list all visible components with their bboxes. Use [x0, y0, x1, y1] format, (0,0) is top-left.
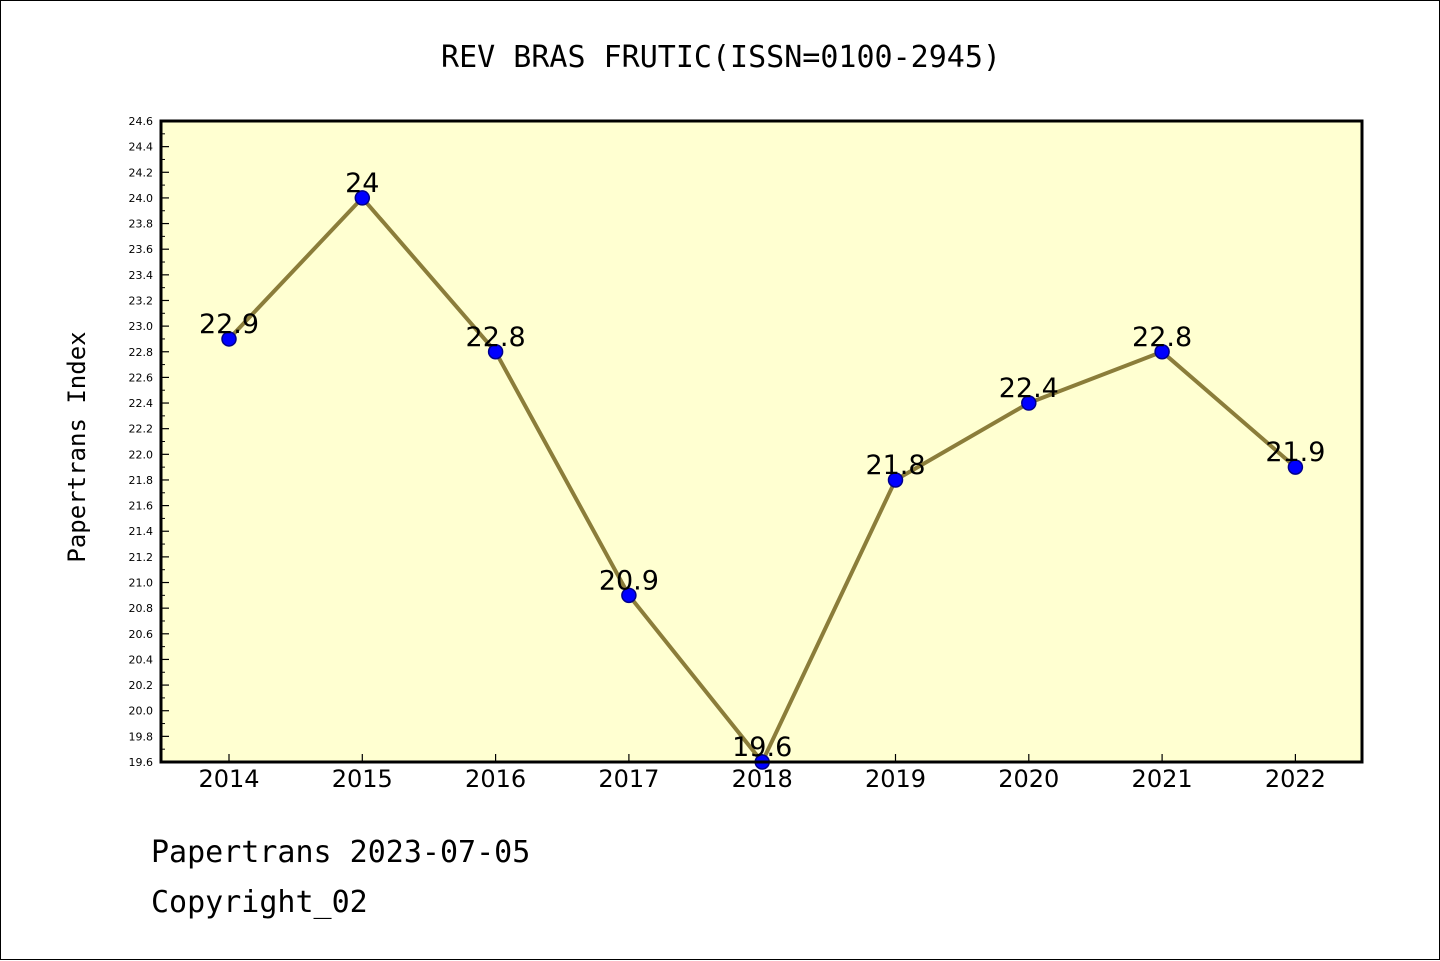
x-tick-label: 2016: [465, 765, 526, 793]
y-tick-label: 21.4: [129, 525, 154, 538]
y-tick-label: 20.4: [129, 653, 154, 666]
chart-title: REV BRAS FRUTIC(ISSN=0100-2945): [441, 40, 1001, 75]
x-tick-label: 2019: [865, 765, 926, 793]
y-tick-label: 20.2: [129, 679, 154, 692]
y-tick-label: 24.2: [129, 166, 154, 179]
data-point-2021: [1154, 344, 1170, 360]
y-tick-label: 23.4: [129, 269, 154, 282]
data-label-2016: 22.8: [466, 322, 526, 353]
y-tick-label: 23.0: [129, 320, 154, 333]
y-tick-label: 21.8: [129, 474, 154, 487]
x-tick-label: 2021: [1132, 765, 1193, 793]
data-point-2017: [621, 587, 637, 604]
x-tick-label: 2015: [332, 765, 393, 793]
y-tick-label: 21.2: [129, 551, 154, 564]
data-label-2014: 22.9: [199, 309, 259, 340]
y-tick-label: 22.2: [129, 423, 154, 436]
data-label-2022: 21.9: [1265, 437, 1325, 468]
y-tick-label: 23.6: [129, 243, 154, 256]
y-tick-label: 19.6: [129, 756, 154, 769]
data-point-2014: [221, 331, 237, 347]
y-tick-label: 19.8: [129, 730, 154, 743]
data-point-2020: [1021, 395, 1037, 411]
x-axis-ticks: 2014 2015 2016 2017 2018 2019 2020 2021 2022: [198, 754, 1326, 793]
x-tick-label: 2017: [598, 765, 659, 793]
plot-border: [159, 119, 1364, 764]
data-label-2015: 24: [345, 168, 379, 199]
y-tick-label: 20.0: [129, 705, 154, 718]
x-tick-label: 2014: [198, 765, 259, 793]
y-tick-label: 23.8: [129, 218, 154, 231]
x-tick-label: 2020: [998, 765, 1059, 793]
y-tick-label: 21.6: [129, 500, 154, 513]
data-point-2022: [1287, 459, 1304, 475]
footer-date: Papertrans 2023-07-05: [151, 835, 531, 870]
y-axis-ticks: 19.6 19.8 20.0 20.2 20.4 20.6 20.8 21.0 21.2 21.4…: [129, 115, 169, 769]
data-label-2020: 22.4: [999, 373, 1059, 404]
y-tick-label: 21.0: [129, 577, 154, 590]
y-tick-label: 24.4: [129, 141, 154, 154]
data-label-2021: 22.8: [1132, 322, 1192, 353]
footer-copyright: Copyright_02: [151, 885, 368, 920]
y-tick-label: 22.6: [129, 371, 154, 384]
y-tick-label: 20.6: [129, 628, 154, 641]
x-tick-label: 2022: [1265, 765, 1326, 793]
y-tick-label: 22.0: [129, 448, 154, 461]
y-axis-label: Papertrans Index: [63, 331, 91, 562]
y-tick-label: 24.6: [129, 115, 154, 128]
y-tick-label: 20.8: [129, 602, 154, 615]
data-point-2015: [354, 190, 371, 206]
data-label-2018: 19.6: [732, 732, 792, 763]
data-label-2019: 21.8: [865, 450, 925, 481]
data-label-2017: 20.9: [599, 565, 659, 596]
data-point-2019: [887, 472, 904, 488]
y-tick-label: 24.0: [129, 192, 154, 205]
y-tick-label: 22.8: [129, 346, 154, 359]
data-point-2016: [487, 344, 504, 360]
data-labels: 22.9 24 22.8 20.9 19.6 21.8 22.4 22.8 21.9: [199, 168, 1326, 763]
y-tick-label: 22.4: [129, 397, 154, 410]
y-tick-label: 23.2: [129, 294, 154, 307]
plot-area: [161, 121, 1362, 762]
